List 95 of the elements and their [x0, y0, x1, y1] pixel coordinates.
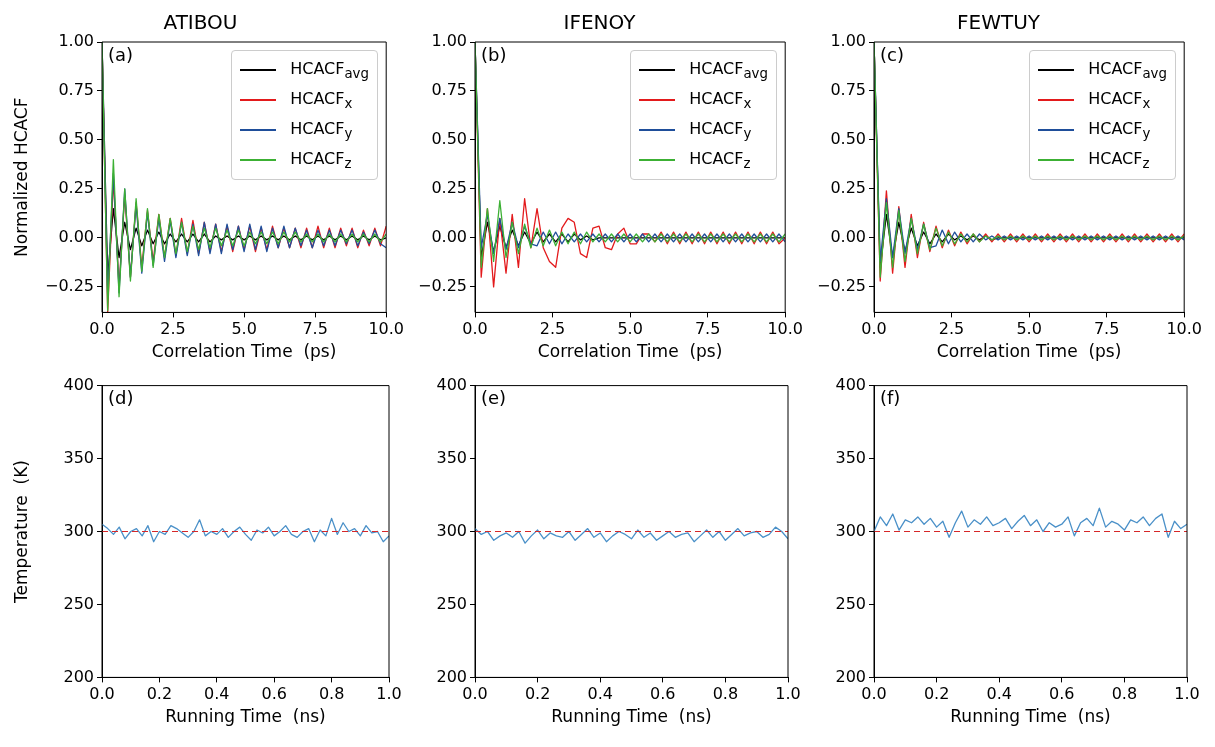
x-tick-label: 0.0	[861, 684, 887, 704]
legend-label: HCACF$_{y}$	[290, 118, 353, 142]
x-tick-label: 5.0	[231, 319, 257, 339]
chart-title: IFENOY	[563, 10, 637, 35]
legend-label: HCACF$_{x}$	[290, 88, 353, 112]
legend-label: HCACF$_{x}$	[1088, 88, 1151, 112]
x-tick-label: 10.0	[368, 319, 404, 339]
y-tick-label: 0.00	[431, 227, 467, 247]
x-tick-label: 0.8	[318, 684, 345, 704]
x-axis-title: Running Time (ns)	[950, 706, 1111, 727]
x-tick-label: 0.8	[712, 684, 739, 704]
x-tick-label: 0.6	[650, 684, 676, 704]
y-tick-label: 200	[436, 666, 467, 686]
annotation: (e)	[481, 387, 507, 409]
chart-title: FEWTUY	[957, 10, 1041, 35]
y-tick-label: 0.25	[58, 178, 94, 198]
x-tick-label: 2.5	[160, 319, 186, 339]
legend-label: HCACF$_{avg}$	[1088, 58, 1167, 82]
y-tick-label: 300	[436, 520, 467, 540]
x-axis-title: Running Time (ns)	[165, 706, 326, 727]
x-tick-label: 0.4	[986, 684, 1012, 704]
legend-label: HCACF$_{y}$	[689, 118, 752, 142]
y-tick-label: 0.25	[431, 178, 467, 198]
x-tick-label: 0.0	[861, 319, 887, 339]
x-axis-title: Correlation Time (ps)	[151, 341, 337, 362]
y-axis-title: Temperature (K)	[10, 460, 31, 604]
y-tick-label: 350	[835, 447, 866, 467]
legend-label: HCACF$_{z}$	[689, 148, 751, 172]
y-tick-label: 0.25	[830, 178, 866, 198]
y-tick-label: −0.25	[44, 276, 94, 296]
legend-label: HCACF$_{x}$	[689, 88, 752, 112]
legend-label: HCACF$_{avg}$	[290, 58, 369, 82]
y-axis-title: Normalized HCACF	[10, 97, 31, 257]
x-tick-label: 10.0	[767, 319, 803, 339]
annotation: (b)	[481, 43, 507, 65]
y-tick-label: 200	[63, 666, 94, 686]
y-tick-label: 250	[436, 593, 467, 613]
legend-label: HCACF$_{z}$	[290, 148, 352, 172]
x-tick-label: 2.5	[938, 319, 965, 339]
x-tick-label: 0.6	[261, 684, 287, 704]
x-tick-label: 0.0	[89, 319, 115, 339]
legend-label: HCACF$_{avg}$	[689, 58, 768, 82]
x-tick-label: 10.0	[1166, 319, 1202, 339]
y-tick-label: 0.00	[830, 227, 866, 247]
y-tick-label: 200	[835, 666, 866, 686]
y-tick-label: 400	[436, 374, 467, 394]
x-axis-title: Correlation Time (ps)	[537, 341, 723, 362]
x-tick-label: 0.0	[462, 684, 488, 704]
x-tick-label: 0.6	[1049, 684, 1075, 704]
y-tick-label: 250	[835, 593, 866, 613]
legend-label: HCACF$_{y}$	[1088, 118, 1151, 142]
x-axis-title: Correlation Time (ps)	[936, 341, 1122, 362]
x-tick-label: 0.2	[146, 684, 173, 704]
x-tick-label: 2.5	[539, 319, 566, 339]
y-tick-label: 250	[63, 593, 94, 613]
y-tick-label: 1.00	[830, 31, 866, 51]
x-tick-label: 0.4	[587, 684, 613, 704]
x-tick-label: 1.0	[376, 684, 402, 704]
legend-label: HCACF$_{z}$	[1088, 148, 1150, 172]
x-tick-label: 7.5	[302, 319, 328, 339]
y-tick-label: 0.50	[830, 129, 866, 149]
y-tick-label: 0.75	[830, 80, 866, 100]
y-tick-label: −0.25	[816, 276, 866, 296]
x-tick-label: 7.5	[1093, 319, 1120, 339]
y-tick-label: 400	[63, 374, 94, 394]
annotation: (a)	[108, 43, 134, 65]
y-tick-label: 1.00	[431, 31, 467, 51]
y-tick-label: 0.00	[58, 227, 94, 247]
x-axis-title: Running Time (ns)	[551, 706, 712, 727]
annotation: (c)	[880, 43, 904, 65]
x-tick-label: 5.0	[1016, 319, 1042, 339]
x-tick-label: 5.0	[617, 319, 643, 339]
y-tick-label: 350	[436, 447, 467, 467]
y-tick-label: 300	[63, 520, 94, 540]
y-tick-label: 350	[63, 447, 94, 467]
x-tick-label: 1.0	[775, 684, 801, 704]
x-tick-label: 0.4	[204, 684, 230, 704]
x-tick-label: 0.0	[89, 684, 115, 704]
y-tick-label: 300	[835, 520, 866, 540]
x-tick-label: 0.8	[1111, 684, 1138, 704]
y-tick-label: −0.25	[417, 276, 467, 296]
chart-title: ATIBOU	[163, 10, 238, 35]
y-tick-label: 400	[835, 374, 866, 394]
y-tick-label: 0.50	[431, 129, 467, 149]
x-tick-label: 0.2	[524, 684, 551, 704]
annotation: (d)	[108, 387, 134, 409]
annotation: (f)	[880, 387, 901, 409]
y-tick-label: 0.75	[431, 80, 467, 100]
x-tick-label: 0.2	[923, 684, 950, 704]
x-tick-label: 7.5	[694, 319, 721, 339]
y-tick-label: 1.00	[58, 31, 94, 51]
y-tick-label: 0.50	[58, 129, 94, 149]
y-tick-label: 0.75	[58, 80, 94, 100]
x-tick-label: 0.0	[462, 319, 488, 339]
x-tick-label: 1.0	[1174, 684, 1200, 704]
